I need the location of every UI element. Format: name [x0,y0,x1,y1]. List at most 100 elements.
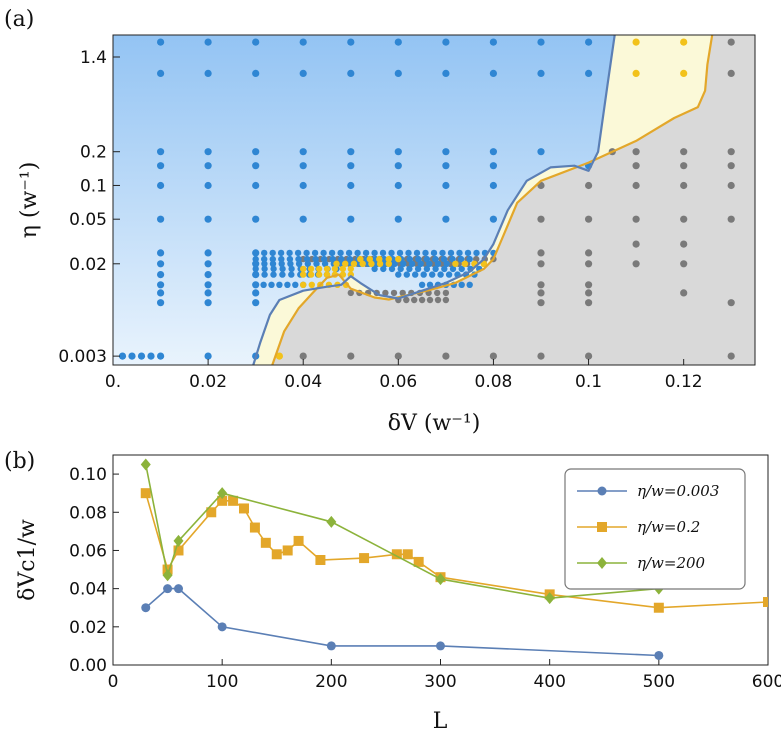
blue-point [489,181,497,190]
yellow-point [323,265,331,273]
gray-point [382,289,389,297]
blue-point [406,265,413,273]
blue-point [405,249,412,257]
blue-point [299,215,307,223]
blue-point [397,265,404,273]
gray-point [727,181,735,190]
yellow-point [350,260,358,267]
blue-point [442,148,450,156]
blue-point [261,265,268,273]
data-point [326,515,337,528]
gray-point [585,215,593,223]
blue-point [415,255,422,263]
blue-point [295,260,303,267]
gray-point [632,240,640,248]
x-tick-label: 0 [108,672,119,692]
blue-point [299,69,307,77]
blue-point [354,249,361,257]
blue-point [489,69,497,77]
gray-point [537,299,545,307]
phase-boundaries [252,35,714,365]
legend-label: η/w=0.2 [637,518,700,536]
data-point [260,537,271,548]
blue-region [113,35,615,365]
yellow-point [385,255,392,263]
legend-entry: η/w=0.2 [577,518,700,536]
blue-point [252,289,260,297]
gray-point [727,352,735,360]
gray-point [585,352,593,360]
legend-label: η/w=0.003 [637,482,719,500]
blue-point [456,249,463,257]
y-tick-label: 0.04 [69,580,107,600]
blue-point [337,249,344,257]
blue-point [252,162,260,170]
blue-point [252,299,260,307]
series-2 [140,488,768,613]
blue-point [204,299,212,307]
blue-point [204,281,212,289]
x-tick-label: 0.12 [665,372,703,392]
y-tick-label: 0.003 [58,347,107,367]
y-tick-label: 0.00 [69,656,107,676]
series-1 [141,584,664,660]
blue-point [394,181,402,190]
yellow-point [376,255,383,263]
blue-point [299,181,307,190]
gray-point [434,296,442,304]
blue-point [345,249,353,257]
blue-point [157,289,165,297]
blue-point [157,260,165,268]
blue-point [442,38,450,46]
data-point [544,592,555,605]
y-tick-label: 0.2 [80,143,107,163]
data-point [654,650,664,660]
blue-point [118,352,127,360]
x-tick-label: 500 [643,672,675,692]
blue-point [537,38,545,46]
gray-point [680,260,688,268]
blue-point [394,162,402,170]
blue-point [252,215,260,223]
blue-point [288,265,295,273]
data-point [436,641,445,651]
blue-point [426,281,434,288]
series-group [140,458,768,660]
blue-point [420,271,427,278]
yellow-boundary-line [271,35,714,365]
blue-point [412,271,419,278]
gray-point [680,162,688,170]
blue-point [441,265,448,273]
blue-point [288,271,295,278]
blue-point [269,249,276,257]
blue-point [380,265,387,273]
blue-point [157,249,165,257]
x-tick-label: 0. [105,372,121,392]
blue-point [261,271,268,278]
blue-point [252,249,260,257]
blue-point [585,69,593,77]
legend-marker [597,522,607,532]
blue-point [414,265,422,273]
blue-point [295,255,302,263]
x-tick-label: 0.04 [284,372,322,392]
blue-point [304,260,311,267]
blue-point [252,281,260,289]
gray-point [680,181,688,190]
blue-point [157,38,165,46]
gray-point [585,260,593,268]
x-tick-label: 0.1 [575,372,602,392]
yellow-point [323,271,331,278]
gray-point [537,215,545,223]
gray-point [632,148,640,156]
blue-point [270,265,277,273]
blue-point [204,38,212,46]
yellow-point [331,265,339,273]
gray-point [727,215,735,223]
yellow-point [307,271,315,278]
x-tick-label: 0.08 [475,372,513,392]
data-point [173,545,184,556]
blue-point [347,162,355,170]
gray-point [442,352,450,360]
data-point [653,602,664,613]
